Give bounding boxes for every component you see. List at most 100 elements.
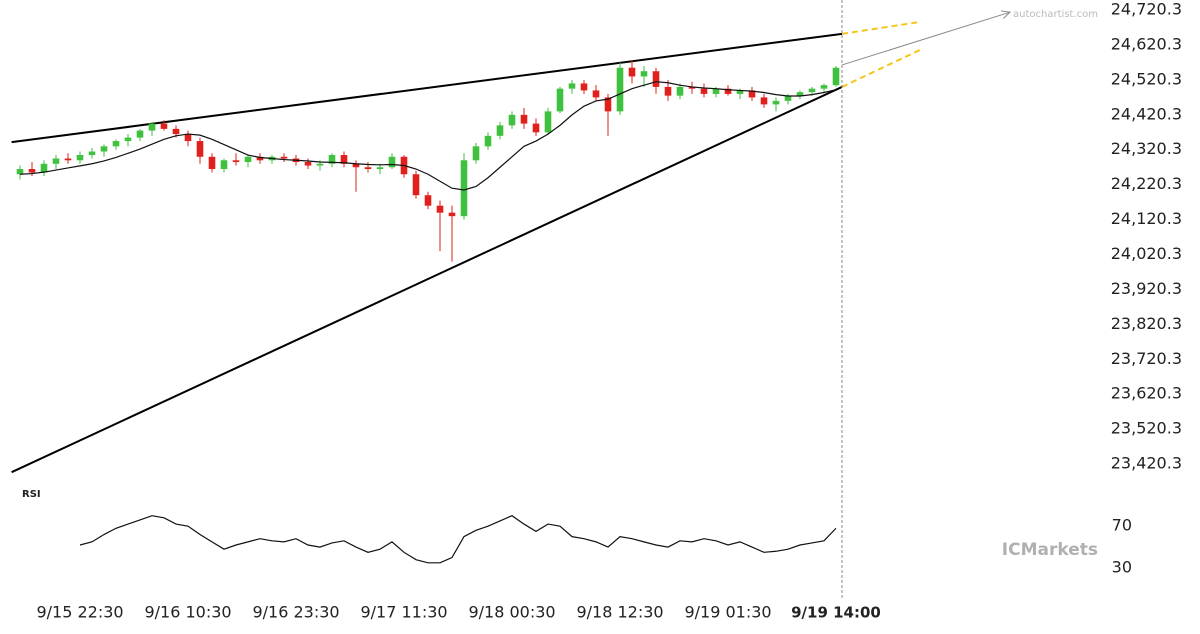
candle-body <box>604 97 612 112</box>
candle-body <box>820 85 828 89</box>
candle-body <box>52 158 60 164</box>
projection <box>841 49 921 88</box>
y-tick-label: 23,520.3 <box>1111 419 1182 438</box>
candle-body <box>232 160 240 163</box>
candle-body <box>100 146 108 152</box>
candle-body <box>184 134 192 142</box>
candle-body <box>532 123 540 133</box>
moving-average <box>19 81 837 191</box>
candle-body <box>412 174 420 196</box>
y-tick-label: 23,620.3 <box>1111 384 1182 403</box>
rsi-tick-label: 70 <box>1112 516 1132 535</box>
candle-body <box>76 155 84 161</box>
arrow-head <box>1001 10 1012 19</box>
x-tick-label: 9/16 10:30 <box>144 603 231 622</box>
forecast-arrow <box>841 11 1011 66</box>
candle-body <box>40 163 48 173</box>
candle-body <box>436 205 444 213</box>
candle-body <box>448 212 456 217</box>
candle-body <box>220 160 228 170</box>
y-tick-label: 24,320.3 <box>1111 139 1182 158</box>
candle-body <box>340 155 348 164</box>
candle-body <box>304 162 312 166</box>
candle-body <box>376 167 384 170</box>
candle-body <box>172 128 180 135</box>
candle-body <box>796 92 804 96</box>
y-tick-label: 23,920.3 <box>1111 279 1182 298</box>
candle-body <box>88 151 96 156</box>
rsi-tick-label: 30 <box>1112 558 1132 577</box>
candle-body <box>388 156 396 168</box>
candle-body <box>148 123 156 131</box>
candle-body <box>736 90 744 94</box>
x-tick-label: 9/18 00:30 <box>468 603 555 622</box>
candle-body <box>628 67 636 77</box>
candle-body <box>724 88 732 94</box>
candle-body <box>460 160 468 217</box>
trendline <box>11 86 843 474</box>
candle-body <box>160 123 168 129</box>
x-tick-label: 9/19 01:30 <box>684 603 771 622</box>
candle-body <box>112 141 120 147</box>
candle-body <box>508 114 516 126</box>
brand-logo: ICMarkets <box>1002 540 1098 560</box>
candle-body <box>316 163 324 166</box>
candle-body <box>556 88 564 112</box>
candle-body <box>16 169 24 175</box>
candle-body <box>520 114 528 124</box>
y-tick-label: 24,520.3 <box>1111 69 1182 88</box>
candle-body <box>364 167 372 170</box>
candle-body <box>784 95 792 101</box>
candle-body <box>472 146 480 161</box>
candle-body <box>280 156 288 159</box>
y-tick-label: 24,420.3 <box>1111 104 1182 123</box>
y-tick-label: 24,220.3 <box>1111 174 1182 193</box>
x-tick-label: 9/15 22:30 <box>36 603 123 622</box>
rsi-label: RSI <box>22 489 41 500</box>
candle-body <box>352 163 360 168</box>
candle-body <box>136 130 144 138</box>
candle-body <box>328 155 336 164</box>
y-tick-label: 23,420.3 <box>1111 454 1182 473</box>
watermark: autochartist.com <box>1013 9 1098 20</box>
candle-body <box>688 86 696 89</box>
candle-body <box>64 158 72 161</box>
y-tick-label: 24,020.3 <box>1111 244 1182 263</box>
y-tick-label: 24,620.3 <box>1111 34 1182 53</box>
candle-body <box>652 71 660 87</box>
candle-body <box>712 88 720 94</box>
candle-body <box>484 135 492 147</box>
candle-body <box>568 83 576 89</box>
candle-body <box>544 111 552 133</box>
y-tick-label: 23,720.3 <box>1111 349 1182 368</box>
candle-body <box>664 86 672 96</box>
x-tick-label: 9/18 12:30 <box>576 603 663 622</box>
candle-body <box>424 195 432 206</box>
x-tick-label: 9/19 14:00 <box>791 604 881 622</box>
candle-body <box>748 90 756 98</box>
projection <box>841 20 921 35</box>
candle-body <box>772 100 780 105</box>
candle-body <box>124 137 132 142</box>
candle-body <box>196 141 204 157</box>
rsi-line <box>79 515 837 564</box>
candle-body <box>256 156 264 161</box>
y-tick-label: 23,820.3 <box>1111 314 1182 333</box>
candle-body <box>760 97 768 105</box>
candle-body <box>592 90 600 98</box>
candle-body <box>640 71 648 77</box>
x-tick-label: 9/16 23:30 <box>252 603 339 622</box>
candle-body <box>616 67 624 112</box>
y-tick-label: 24,720.3 <box>1111 0 1182 18</box>
candle-body <box>580 83 588 91</box>
y-tick-label: 24,120.3 <box>1111 209 1182 228</box>
candle-body <box>208 156 216 170</box>
candle-body <box>676 86 684 96</box>
candle-body <box>700 88 708 94</box>
candle-body <box>808 88 816 93</box>
trendline <box>11 32 843 144</box>
candle-body <box>244 156 252 163</box>
x-tick-label: 9/17 11:30 <box>360 603 447 622</box>
candle-body <box>28 169 36 173</box>
